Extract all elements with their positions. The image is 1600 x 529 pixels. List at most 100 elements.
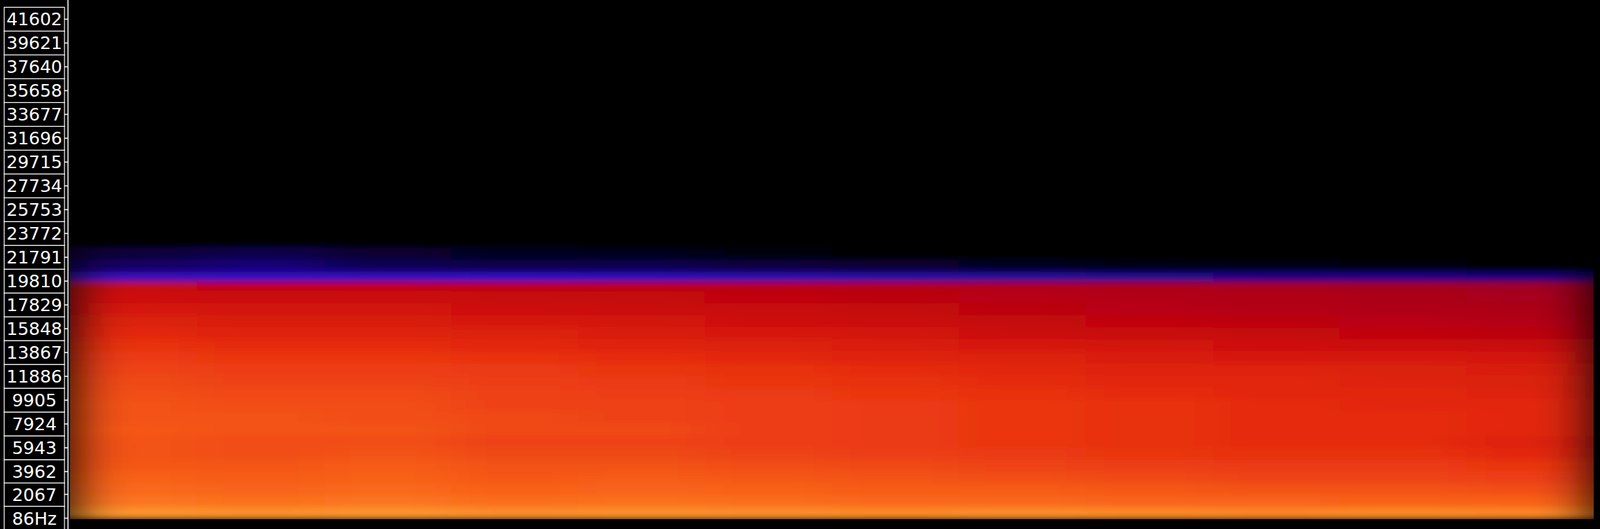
cell — [1213, 483, 1341, 497]
tick-box — [4, 173, 65, 198]
tick-mark — [64, 66, 68, 68]
tick-label: 7924 — [11, 414, 57, 435]
cell — [1339, 351, 1468, 364]
tick-box — [4, 149, 65, 174]
cell — [323, 363, 452, 376]
cell — [1466, 470, 1594, 484]
cell — [831, 363, 960, 376]
cell — [831, 339, 960, 352]
tick-label: 21791 — [6, 247, 63, 268]
cell — [578, 339, 706, 352]
cell — [1085, 302, 1214, 316]
cell — [1466, 327, 1594, 340]
cell — [958, 423, 1087, 436]
cell — [70, 374, 198, 388]
cell — [323, 327, 452, 340]
tick-box — [4, 221, 65, 246]
cell — [1213, 398, 1341, 412]
cell — [451, 374, 579, 388]
cell — [1085, 507, 1214, 520]
cell — [1339, 398, 1468, 412]
cell — [1213, 363, 1341, 376]
tick-label: 31696 — [6, 128, 63, 149]
cell — [70, 495, 198, 509]
cell — [196, 423, 325, 436]
cell — [451, 483, 579, 497]
tick-box — [4, 102, 65, 127]
cell — [1085, 435, 1214, 448]
cell — [705, 290, 833, 304]
cell — [578, 271, 706, 282]
cell — [1085, 281, 1214, 291]
cell — [705, 435, 833, 448]
cell — [1085, 470, 1214, 484]
tick-box — [4, 126, 65, 150]
cell — [705, 260, 833, 273]
cell — [705, 495, 833, 509]
tick-mark — [64, 209, 68, 211]
cell — [705, 470, 833, 484]
cell — [831, 386, 960, 400]
cell — [451, 447, 579, 460]
cell — [705, 339, 833, 352]
cell — [578, 495, 706, 509]
tick-label: 9905 — [11, 390, 57, 411]
cell — [1466, 459, 1594, 472]
cell — [196, 435, 325, 448]
cell — [70, 302, 198, 316]
cell — [70, 314, 198, 328]
cell — [705, 281, 833, 291]
cell — [1085, 398, 1214, 412]
cell — [958, 363, 1087, 376]
tick-box — [4, 54, 65, 79]
cell — [323, 459, 452, 472]
cell — [1466, 411, 1594, 425]
cell — [578, 260, 706, 273]
tick-mark — [64, 232, 68, 235]
cell — [196, 398, 325, 412]
cell — [70, 483, 198, 497]
cell — [196, 290, 325, 304]
cell — [1466, 398, 1594, 412]
cell — [705, 363, 833, 376]
cell — [1085, 351, 1214, 364]
cell — [451, 260, 579, 273]
tick-mark — [64, 351, 68, 354]
cell — [1339, 327, 1468, 340]
cell — [1213, 470, 1341, 484]
cell — [451, 351, 579, 364]
cell — [831, 423, 960, 436]
cell — [1085, 459, 1214, 472]
cell — [1339, 271, 1468, 282]
cell — [1085, 290, 1214, 304]
cell — [1085, 386, 1214, 400]
cell — [831, 247, 960, 261]
cell — [705, 271, 833, 282]
cell — [1213, 351, 1341, 364]
tick-label: 29715 — [6, 152, 63, 173]
cell — [451, 495, 579, 509]
cell — [323, 314, 452, 328]
cell — [1213, 374, 1341, 388]
cell — [323, 447, 452, 460]
cell — [1085, 363, 1214, 376]
cell — [1085, 447, 1214, 460]
cell — [578, 281, 706, 291]
cell — [705, 398, 833, 412]
tick-label: 25753 — [6, 199, 63, 221]
cell — [1339, 411, 1468, 425]
tick-mark — [64, 470, 68, 473]
cell — [323, 351, 452, 364]
cell — [1466, 260, 1594, 273]
cell — [196, 281, 325, 291]
cell — [451, 507, 579, 520]
cell — [831, 327, 960, 340]
cell — [323, 339, 452, 352]
cell — [323, 271, 452, 282]
cell — [578, 351, 706, 364]
tick-mark — [64, 447, 68, 449]
cell — [196, 339, 325, 352]
cell — [578, 411, 706, 425]
cell — [196, 411, 325, 425]
cell — [831, 459, 960, 472]
